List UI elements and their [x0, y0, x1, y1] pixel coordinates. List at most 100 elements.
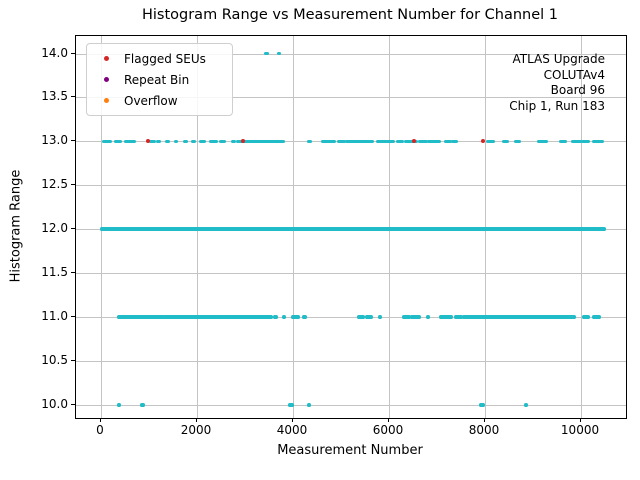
y-tick-label: 12.0 — [41, 221, 68, 236]
scatter-point-run — [191, 139, 197, 144]
y-gridline — [76, 273, 626, 275]
x-tick-mark — [292, 418, 293, 422]
y-tick-label: 13.0 — [41, 133, 68, 148]
annotation-line-1: ATLAS Upgrade — [512, 52, 605, 66]
x-axis-label: Measurement Number — [277, 443, 423, 458]
scatter-point-run — [439, 315, 453, 319]
scatter-point-run — [376, 139, 395, 144]
scatter-point-run — [219, 139, 227, 144]
x-gridline — [197, 36, 198, 418]
scatter-point-run — [536, 139, 548, 144]
y-tick-label: 11.0 — [41, 309, 68, 323]
annotation-line-4: Chip 1, Run 183 — [509, 98, 605, 113]
legend-entry-repeat-bin: Repeat Bin — [95, 69, 226, 90]
y-gridline — [76, 404, 626, 406]
scatter-point-run — [173, 139, 179, 144]
scatter-point-run — [101, 139, 113, 144]
x-gridline — [293, 36, 294, 418]
x-tick-label: 0 — [96, 423, 104, 437]
scatter-point-run — [320, 139, 337, 144]
scatter-point-run — [444, 139, 452, 144]
scatter-point-run — [117, 315, 165, 319]
scatter-point-run — [264, 51, 270, 56]
scatter-point-run — [236, 139, 245, 144]
y-tick-label: 10.0 — [41, 396, 68, 411]
scatter-point-run — [362, 139, 375, 144]
y-gridline — [76, 185, 626, 187]
x-tick-mark — [484, 418, 486, 422]
scatter-point-run — [559, 139, 568, 144]
scatter-point-run — [344, 139, 365, 144]
scatter-point-run — [301, 315, 307, 319]
x-tick-mark — [580, 418, 582, 422]
scatter-point-run — [100, 227, 606, 231]
y-gridline — [76, 53, 626, 55]
scatter-point-run — [478, 403, 485, 407]
scatter-point-run — [337, 139, 346, 144]
y-gridline — [76, 97, 626, 99]
scatter-point-run — [592, 315, 602, 319]
flagged-seus-point — [146, 139, 150, 144]
scatter-point-run — [209, 139, 218, 144]
legend-entry-overflow: Overflow — [95, 90, 226, 111]
y-tick-mark — [71, 316, 75, 317]
y-tick-label: 10.5 — [41, 352, 68, 367]
scatter-point-run — [402, 315, 411, 319]
annotation-line-2: COLUTAv4 — [543, 67, 605, 82]
scatter-point-run — [410, 315, 422, 319]
x-tick-mark — [388, 418, 390, 422]
scatter-point-run — [571, 139, 582, 144]
scatter-point-run — [377, 315, 383, 319]
overflow-marker-icon — [104, 98, 109, 103]
scatter-point-run — [581, 139, 590, 144]
y-tick-mark — [71, 184, 75, 186]
y-axis-label: Histogram Range — [8, 169, 24, 283]
scatter-point-run — [356, 315, 365, 319]
scatter-point-run — [276, 51, 282, 56]
legend-label-overflow: Overflow — [124, 93, 178, 108]
y-tick-label: 11.5 — [41, 265, 68, 280]
scatter-point-run — [592, 139, 605, 144]
scatter-point-run — [281, 315, 287, 319]
scatter-point-run — [230, 139, 236, 144]
scatter-point-run — [163, 315, 225, 319]
x-tick-label: 4000 — [276, 423, 308, 437]
flagged-seus-point — [412, 139, 416, 144]
scatter-point-run — [307, 139, 312, 144]
y-gridline — [76, 360, 626, 362]
y-tick-mark — [71, 403, 75, 405]
scatter-point-run — [462, 315, 576, 319]
y-tick-label: 12.5 — [41, 177, 68, 192]
x-tick-label: 2000 — [180, 423, 212, 437]
y-tick-mark — [71, 140, 75, 142]
flagged-seus-point — [481, 139, 485, 144]
scatter-point-run — [454, 315, 463, 319]
scatter-point-run — [365, 315, 374, 319]
x-gridline — [101, 36, 102, 418]
scatter-point-run — [199, 139, 206, 144]
scatter-point-run — [486, 139, 495, 144]
scatter-point-run — [165, 139, 171, 144]
scatter-point-run — [117, 403, 122, 407]
scatter-point-run — [148, 139, 157, 144]
scatter-point-run — [418, 139, 429, 144]
scatter-point-run — [404, 139, 411, 144]
scatter-point-run — [139, 403, 145, 407]
x-tick-label: 8000 — [468, 423, 500, 437]
scatter-point-run — [182, 139, 188, 144]
scatter-point-run — [513, 139, 521, 144]
repeat-bin-marker-icon — [104, 77, 109, 82]
scatter-point-run — [306, 403, 311, 407]
y-tick-label: 14.0 — [41, 45, 68, 60]
scatter-point-run — [113, 139, 122, 144]
scatter-point-run — [425, 315, 431, 319]
x-gridline — [581, 36, 583, 418]
y-tick-mark — [71, 228, 75, 230]
scatter-point-run — [502, 139, 510, 144]
scatter-point-run — [124, 139, 136, 144]
x-tick-label: 6000 — [372, 423, 404, 437]
scatter-point-run — [524, 403, 528, 407]
y-gridline — [76, 317, 626, 318]
scatter-point-run — [395, 139, 405, 144]
x-gridline — [389, 36, 391, 418]
